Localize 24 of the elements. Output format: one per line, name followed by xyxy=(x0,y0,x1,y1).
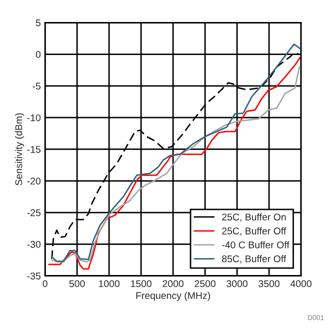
y-axis-title: Sensitivity (dBm) xyxy=(15,113,24,186)
y-tick-label: 0 xyxy=(36,51,41,58)
y-tick-label: 5 xyxy=(36,19,40,26)
x-tick-label: 1500 xyxy=(130,280,152,288)
y-tick-label: -35 xyxy=(27,272,40,280)
y-tick-label: -20 xyxy=(27,178,41,185)
legend-label: 25C, Buffer On xyxy=(222,213,286,222)
x-tick-label: 3000 xyxy=(226,280,248,288)
x-axis-title: Frequency (MHz) xyxy=(136,292,210,301)
y-tick-label: -5 xyxy=(32,82,40,90)
legend-label: -40 C Buffer Off xyxy=(222,241,290,248)
y-tick-label: -15 xyxy=(27,146,40,153)
y-tick-label: -10 xyxy=(27,114,41,122)
x-tick-label: 2000 xyxy=(162,280,184,288)
legend-label: 85C, Buffer Off xyxy=(222,255,286,264)
legend-label: 25C, Buffer Off xyxy=(222,227,286,236)
x-tick-label: 0 xyxy=(42,280,48,288)
x-tick-label: 4000 xyxy=(290,280,312,288)
x-tick-label: 500 xyxy=(69,280,85,288)
x-tick-label: 2500 xyxy=(194,280,216,288)
x-tick-label: 3500 xyxy=(258,280,280,288)
y-tick-label: -25 xyxy=(27,209,40,216)
x-tick-label: 1000 xyxy=(98,280,120,288)
y-tick-label: -30 xyxy=(27,240,41,248)
